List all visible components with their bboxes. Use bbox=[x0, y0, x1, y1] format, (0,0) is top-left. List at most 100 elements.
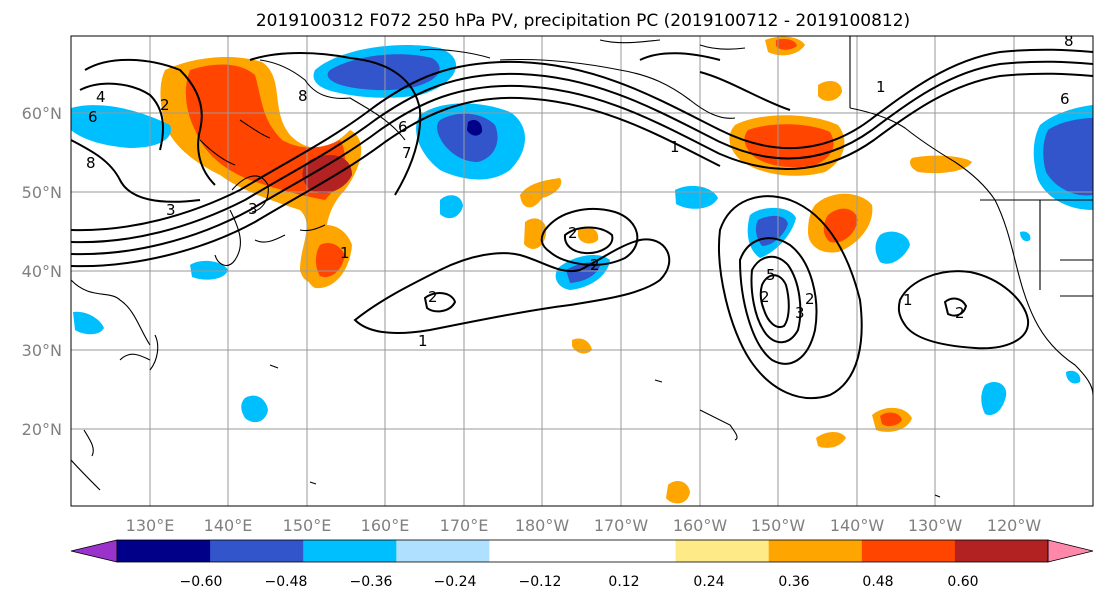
contour-labels: 4 6 8 2 3 3 8 1 6 7 2 2 1 2 2 1 5 3 2 1 bbox=[86, 32, 1074, 350]
precip-positive-area bbox=[578, 226, 599, 244]
precip-positive-area bbox=[520, 178, 562, 208]
contour-label: 3 bbox=[166, 201, 176, 219]
precip-positive-area bbox=[666, 480, 690, 504]
contour-label: 6 bbox=[398, 118, 408, 136]
lat-label: 20°N bbox=[22, 420, 62, 439]
pv-contour bbox=[563, 226, 614, 255]
precip-negative-area bbox=[241, 395, 268, 423]
colorbar-tick-label: −0.12 bbox=[519, 574, 562, 590]
colorbar-tick-label: −0.60 bbox=[180, 574, 223, 590]
colorbar-segment bbox=[675, 540, 770, 562]
pv-contour bbox=[249, 52, 422, 196]
lon-label: 160°E bbox=[361, 516, 410, 535]
lon-label: 170°E bbox=[440, 516, 489, 535]
coastlines bbox=[71, 36, 1093, 498]
graticule bbox=[71, 36, 1093, 506]
lon-label: 170°W bbox=[594, 516, 649, 535]
pv-contour bbox=[71, 139, 201, 203]
precip-negative-area bbox=[440, 195, 463, 219]
contour-label: 1 bbox=[903, 291, 913, 309]
colorbar-segment bbox=[582, 540, 677, 562]
contour-label: 3 bbox=[248, 200, 258, 218]
lat-label: 50°N bbox=[22, 183, 62, 202]
precip-positive-area bbox=[910, 155, 972, 174]
lat-label: 40°N bbox=[22, 262, 62, 281]
contour-label: 3 bbox=[795, 304, 805, 322]
colorbar-segment bbox=[489, 540, 583, 562]
pv-contour bbox=[750, 255, 802, 344]
colorbar-tick-label: 0.36 bbox=[778, 574, 809, 590]
colorbar-tick-label: 0.24 bbox=[693, 574, 724, 590]
lat-label: 30°N bbox=[22, 341, 62, 360]
colorbar-tick-label: 0.12 bbox=[608, 574, 639, 590]
pv-contour bbox=[897, 270, 1030, 350]
pv-contour bbox=[71, 48, 1093, 232]
contour-label: 2 bbox=[568, 224, 578, 242]
precip-negative-max bbox=[467, 120, 483, 136]
pv-contour bbox=[943, 297, 968, 317]
lon-label: 140°E bbox=[204, 516, 253, 535]
contour-label: 8 bbox=[86, 154, 96, 172]
contour-label: 5 bbox=[766, 266, 776, 284]
pv-contour bbox=[759, 274, 790, 328]
colorbar-segment bbox=[861, 540, 956, 562]
precip-negative-area bbox=[73, 311, 104, 335]
colorbar-frame bbox=[116, 539, 1049, 563]
contour-label: 6 bbox=[88, 108, 98, 126]
colorbar-tick-label: −0.48 bbox=[265, 574, 308, 590]
pv-contour bbox=[71, 72, 1093, 256]
contour-label: 1 bbox=[418, 332, 428, 350]
contour-label: 2 bbox=[805, 290, 815, 308]
colorbar-tick-labels: −0.60 −0.48 −0.36 −0.24 −0.12 0.12 0.24 … bbox=[180, 574, 979, 590]
longitude-labels: 130°E 140°E 150°E 160°E 170°E 180°W 170°… bbox=[126, 516, 1042, 535]
colorbar-segment bbox=[117, 540, 211, 562]
precip-negative-core bbox=[437, 113, 498, 162]
contour-label: 1 bbox=[670, 138, 680, 156]
contour-label: 4 bbox=[96, 88, 106, 106]
precip-positive-core bbox=[776, 38, 797, 50]
colorbar-extension-min bbox=[70, 539, 118, 563]
contour-label: 2 bbox=[160, 96, 170, 114]
precip-negative-area bbox=[1020, 231, 1031, 242]
precip-positive-core bbox=[880, 412, 902, 427]
lat-label: 60°N bbox=[22, 104, 62, 123]
precip-negative-area bbox=[1066, 370, 1081, 384]
colorbar-tick-label: −0.36 bbox=[350, 574, 393, 590]
colorbar-extension-max bbox=[1047, 539, 1094, 563]
pv-contour bbox=[540, 208, 639, 266]
contour-label: 2 bbox=[760, 288, 770, 306]
colorbar-segment bbox=[954, 540, 1049, 562]
pv-contour bbox=[71, 96, 721, 268]
lon-label: 140°W bbox=[830, 516, 885, 535]
precip-negative-area bbox=[71, 105, 171, 148]
precip-positive-max bbox=[302, 155, 352, 194]
pv-contour bbox=[353, 238, 671, 334]
precip-negative-area bbox=[981, 382, 1007, 416]
pv-contour bbox=[639, 52, 791, 111]
colorbar-tick-label: 0.48 bbox=[862, 574, 893, 590]
colorbar-segment bbox=[396, 540, 490, 562]
pv-contour bbox=[79, 82, 164, 151]
contour-label: 6 bbox=[1060, 90, 1070, 108]
latitude-labels: 60°N 50°N 40°N 30°N 20°N bbox=[22, 104, 62, 439]
precip-negative-area bbox=[875, 231, 910, 264]
precip-negative-core bbox=[566, 262, 600, 283]
precip-negative-core bbox=[327, 54, 440, 91]
lon-label: 150°E bbox=[283, 516, 332, 535]
precip-negative-core bbox=[1043, 118, 1093, 196]
colorbar-segment bbox=[303, 540, 397, 562]
pv-contour bbox=[71, 60, 1093, 244]
map-panel: 4 6 8 2 3 3 8 1 6 7 2 2 1 2 2 1 5 3 2 1 bbox=[70, 32, 1094, 507]
contour-label: 8 bbox=[1064, 32, 1074, 50]
colorbar-tick-label: 0.60 bbox=[947, 574, 978, 590]
lon-label: 130°E bbox=[126, 516, 175, 535]
pv-contours bbox=[71, 48, 1093, 400]
contour-label: 1 bbox=[340, 244, 350, 262]
pv-contour bbox=[423, 292, 457, 313]
colorbar-segment bbox=[768, 540, 863, 562]
precip-negative-area bbox=[190, 260, 228, 280]
contour-label: 8 bbox=[298, 87, 308, 105]
contour-label: 2 bbox=[428, 288, 438, 306]
lon-label: 160°W bbox=[673, 516, 728, 535]
colorbar-segment bbox=[210, 540, 304, 562]
